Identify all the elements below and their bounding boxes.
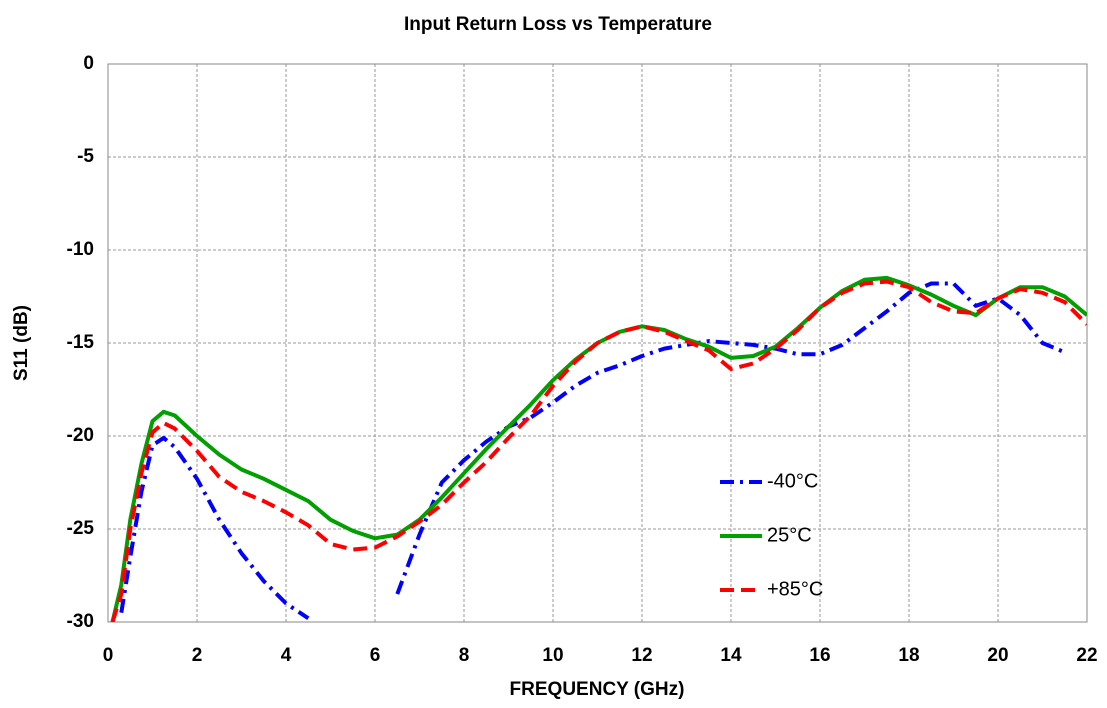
grid [107, 63, 1088, 623]
x-tick-label: 4 [281, 645, 292, 666]
legend: -40°C 25°C +85°C [720, 470, 823, 600]
x-tick-label: 2 [192, 645, 203, 666]
x-tick-label: 10 [542, 645, 563, 666]
x-tick-label: 8 [459, 645, 470, 666]
x-tick-label: 14 [720, 645, 742, 666]
x-tick-label: 18 [898, 645, 919, 666]
y-tick-label: -20 [67, 425, 94, 446]
y-tick-label: -5 [77, 146, 94, 167]
plot-lines [110, 275, 1087, 622]
x-tick-label: 12 [631, 645, 652, 666]
x-tick-label: 16 [809, 645, 830, 666]
series-line [119, 281, 1066, 620]
y-tick-label: -25 [67, 518, 95, 539]
x-tick-label: 20 [987, 645, 1008, 666]
y-tick-label: -15 [67, 332, 95, 353]
x-axis-label: FREQUENCY (GHz) [510, 679, 685, 700]
series-line [110, 275, 1087, 622]
y-tick-label: 0 [83, 53, 94, 74]
legend-label: -40°C [767, 470, 818, 492]
chart-title: Input Return Loss vs Temperature [404, 14, 712, 35]
y-tick-label: -10 [67, 239, 94, 260]
x-tick-label: 6 [370, 645, 381, 666]
y-axis-label: S11 (dB) [11, 305, 32, 381]
legend-label: 25°C [767, 524, 812, 546]
y-tick-label: -30 [67, 611, 94, 632]
legend-label: +85°C [767, 578, 823, 600]
x-tick-label: 22 [1076, 645, 1097, 666]
series-line [110, 279, 1087, 622]
x-tick-label: 0 [103, 645, 114, 666]
plot-border [107, 63, 1088, 623]
